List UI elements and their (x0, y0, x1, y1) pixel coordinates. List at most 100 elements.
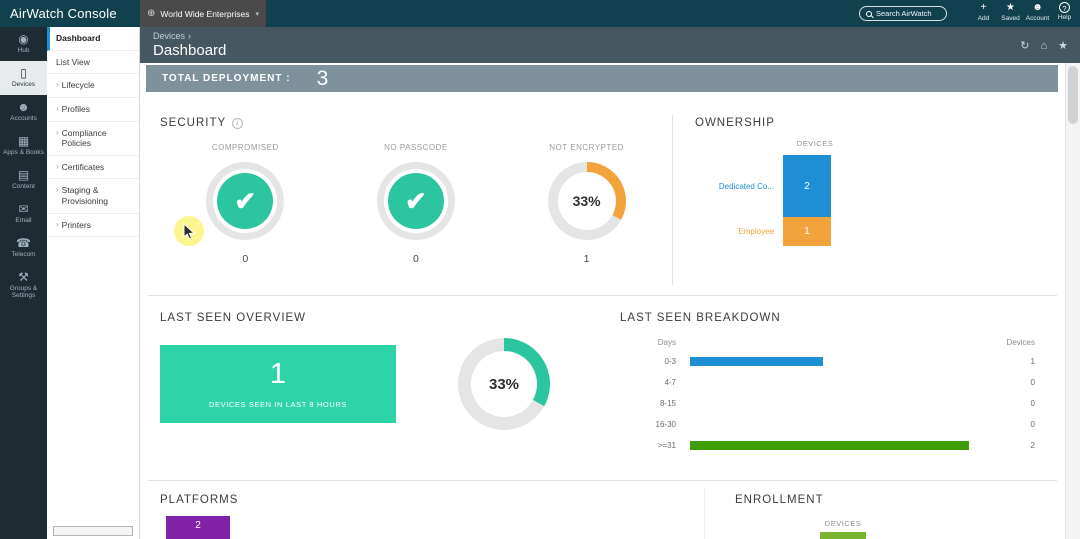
last-seen-percent: 33% (488, 375, 520, 393)
ownership-chart: DEVICES Dedicated Co... 2 Employee 1 (695, 139, 1057, 246)
devices-seen-caption: DEVICES SEEN IN LAST 8 HOURS (209, 399, 347, 409)
account-button[interactable]: ☻ Account (1025, 2, 1050, 22)
breakdown-row-16-30[interactable]: 16-30 0 (655, 420, 1035, 429)
breakdown-row-4-7[interactable]: 4-7 0 (664, 378, 1035, 387)
col-days: Days (657, 338, 676, 347)
chevron-right-icon: › (56, 80, 59, 90)
enrollment-bar[interactable] (820, 532, 866, 539)
chevron-right-icon: › (56, 219, 59, 229)
submenu-item-list-view[interactable]: List View (47, 51, 139, 75)
ownership-bar-employee[interactable]: Employee 1 (695, 217, 1057, 246)
breakdown-row-8-15[interactable]: 8-15 0 (659, 399, 1035, 408)
info-icon[interactable]: i (232, 117, 244, 129)
page-title: Dashboard (153, 42, 227, 59)
question-icon: ? (1059, 2, 1070, 13)
not-encrypted-donut-chart[interactable]: 33% (547, 162, 626, 240)
chevron-right-icon: › (56, 161, 59, 171)
ownership-axis-label: DEVICES (796, 139, 834, 148)
accounts-icon: ☻ (17, 100, 30, 114)
dashboard-content: TOTAL DEPLOYMENT : 3 SECURITY i COMPROMI… (140, 63, 1065, 539)
compromised-donut-chart[interactable]: ✔ (206, 162, 285, 240)
main-area: Devices › Dashboard ↻ ⌂ ★ TOTAL DEPLOYMEN… (140, 27, 1080, 539)
refresh-icon[interactable]: ↻ (1020, 40, 1030, 52)
chevron-down-icon: ▾ (255, 10, 259, 18)
security-donut-no-passcode[interactable]: NO PASSCODE ✔ 0 (331, 143, 502, 265)
sidebar-item-devices[interactable]: ▯ Devices (0, 61, 47, 95)
hub-icon: ◉ (18, 32, 29, 46)
last-seen-breakdown-panel: LAST SEEN BREAKDOWN Days Devices 0-3 1 (620, 296, 1057, 480)
breakdown-row-0-3[interactable]: 0-3 1 (664, 357, 1035, 366)
submenu-item-compliance-policies[interactable]: › Compliance Policies (47, 122, 139, 156)
app-title: AirWatch Console (10, 6, 117, 21)
sidebar-item-telecom[interactable]: ☎ Telecom (0, 231, 47, 265)
security-title: SECURITY i (160, 117, 672, 129)
last-seen-row: LAST SEEN OVERVIEW 1 DEVICES SEEN IN LAS… (148, 296, 1057, 481)
total-deployment-value: 3 (316, 67, 329, 90)
breadcrumb[interactable]: Devices › (153, 31, 192, 41)
chevron-right-icon: › (56, 127, 59, 137)
submenu-item-printers[interactable]: › Printers (47, 214, 139, 238)
enrollment-title: ENROLLMENT (735, 494, 824, 506)
vertical-divider (672, 115, 673, 285)
platforms-enrollment-row: PLATFORMS 2 ENROLLMENT DEVICES (148, 482, 1057, 539)
sidebar-item-apps-books[interactable]: ▦ Apps & Books (3, 134, 44, 156)
breakdown-row-31-plus[interactable]: >=31 2 (657, 441, 1035, 450)
breakdown-header-row: Days Devices (620, 334, 1037, 351)
plus-icon: + (980, 2, 987, 13)
submenu-item-dashboard[interactable]: Dashboard (47, 27, 139, 51)
no-passcode-donut-chart[interactable]: ✔ (376, 162, 455, 240)
submenu-item-certificates[interactable]: › Certificates (47, 156, 139, 180)
not-encrypted-percent: 33% (572, 193, 601, 209)
content-icon: ▤ (17, 168, 30, 182)
bar-0-3 (690, 357, 824, 366)
devices-seen-tile[interactable]: 1 DEVICES SEEN IN LAST 8 HOURS (160, 345, 396, 423)
breadcrumb-separator: › (188, 31, 192, 41)
saved-button[interactable]: ★ Saved (997, 1, 1024, 23)
ownership-panel: OWNERSHIP DEVICES Dedicated Co... 2 Empl… (673, 101, 1057, 295)
footer-version-box (53, 526, 133, 536)
submenu-item-profiles[interactable]: › Profiles (47, 98, 139, 122)
last-seen-donut-chart[interactable]: 33% (458, 338, 550, 430)
scrollbar-thumb[interactable] (1068, 66, 1078, 124)
help-button[interactable]: ? Help (1057, 2, 1072, 21)
submenu-item-lifecycle[interactable]: › Lifecycle (47, 74, 139, 98)
favorite-star-icon[interactable]: ★ (1058, 40, 1068, 52)
sidebar-item-content[interactable]: ▤ Content (0, 163, 47, 197)
ownership-bar-dedicated[interactable]: Dedicated Co... 2 (695, 155, 1057, 217)
vertical-scrollbar[interactable] (1065, 63, 1080, 539)
security-panel: SECURITY i COMPROMISED ✔ 0 NO PASSCODE (148, 101, 672, 295)
employee-bar-segment[interactable]: 1 (783, 217, 831, 246)
last-seen-overview-title: LAST SEEN OVERVIEW (160, 312, 307, 324)
page-header-icons: ↻ ⌂ ★ (1020, 40, 1068, 52)
home-icon[interactable]: ⌂ (1040, 40, 1048, 52)
organization-group-selector[interactable]: ⊕ World Wide Enterprises ▾ (140, 0, 266, 27)
security-donut-not-encrypted[interactable]: NOT ENCRYPTED 33% 1 (501, 143, 672, 265)
telecom-icon: ☎ (16, 236, 31, 250)
globe-icon: ⊕ (147, 8, 156, 19)
page-header: Devices › Dashboard ↻ ⌂ ★ (140, 27, 1080, 63)
ownership-title: OWNERSHIP (695, 117, 775, 129)
total-deployment-banner: TOTAL DEPLOYMENT : 3 (146, 65, 1058, 92)
sidebar-item-hub[interactable]: ◉ Hub (0, 27, 47, 61)
add-button[interactable]: + Add (970, 1, 997, 23)
chevron-right-icon: › (56, 103, 59, 113)
sidebar-item-email[interactable]: ✉ Email (0, 197, 47, 231)
dedicated-bar-segment[interactable]: 2 (783, 155, 831, 217)
organization-group-label: World Wide Enterprises (160, 8, 250, 19)
submenu-item-staging-provisioning[interactable]: › Staging & Provisioning (47, 179, 139, 214)
sidebar-item-groups-settings[interactable]: ⚒ Groups & Settings (0, 265, 47, 304)
platform-bar[interactable]: 2 (166, 516, 230, 539)
platforms-title: PLATFORMS (160, 494, 239, 506)
total-deployment-label: TOTAL DEPLOYMENT : (162, 73, 291, 84)
global-search[interactable] (859, 6, 947, 21)
security-ownership-row: SECURITY i COMPROMISED ✔ 0 NO PASSCODE (148, 101, 1057, 296)
security-donut-compromised[interactable]: COMPROMISED ✔ 0 (160, 143, 331, 265)
star-icon: ★ (1006, 2, 1015, 13)
search-input[interactable] (876, 9, 940, 18)
platforms-panel: PLATFORMS 2 (160, 494, 238, 539)
chevron-right-icon: › (56, 185, 59, 195)
bar-31-plus (690, 441, 969, 450)
sidebar-item-accounts[interactable]: ☻ Accounts (0, 95, 47, 129)
breakdown-table: Days Devices 0-3 1 4-7 0 (620, 334, 1037, 456)
